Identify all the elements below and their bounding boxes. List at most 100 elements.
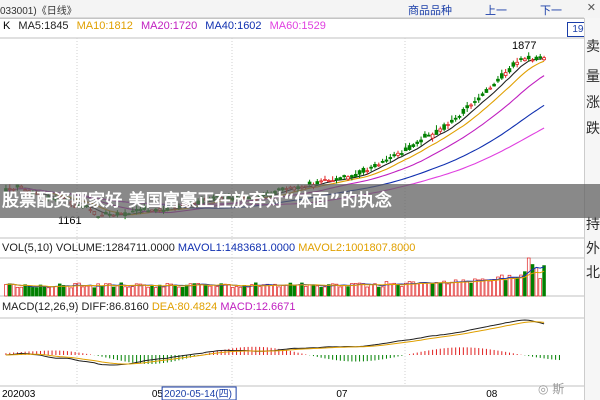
side-tab-north[interactable]: 北 bbox=[586, 265, 600, 281]
volume-bar bbox=[315, 285, 320, 297]
volume-bar bbox=[476, 279, 481, 297]
volume-bar bbox=[307, 284, 312, 297]
volume-bar bbox=[50, 286, 54, 297]
volume-bar bbox=[8, 283, 12, 297]
headline-banner[interactable]: 股票配资哪家好 美国富豪正在放弃对“体面”的执念 bbox=[0, 184, 600, 218]
side-tab-rise[interactable]: 涨 bbox=[586, 95, 600, 111]
candle-body bbox=[426, 134, 431, 137]
volume-bar bbox=[81, 286, 85, 297]
candle-body bbox=[507, 68, 512, 73]
candle-body bbox=[526, 55, 531, 60]
candle-body bbox=[369, 166, 373, 169]
volume-bar bbox=[377, 286, 381, 297]
candle-body bbox=[419, 139, 423, 143]
volume-bar bbox=[430, 283, 435, 297]
volume-value: VOLUME:1284711.0000 bbox=[55, 242, 175, 254]
side-tab-sell[interactable]: 卖 bbox=[586, 39, 600, 55]
x-tick-label: 07 bbox=[336, 389, 348, 400]
candle-body bbox=[434, 129, 439, 135]
volume-bar bbox=[123, 286, 127, 297]
volume-bar bbox=[396, 284, 400, 297]
volume-bar bbox=[184, 284, 189, 297]
macd-legend: MACD(12,26,9) DIFF:86.8160 DEA:80.4824 M… bbox=[2, 301, 296, 313]
nav-commodity-link[interactable]: 商品品种 bbox=[408, 5, 452, 17]
volume-bar bbox=[207, 285, 212, 297]
close-icon[interactable]: ✕ bbox=[586, 2, 596, 14]
side-tab-volume[interactable]: 量 bbox=[586, 69, 600, 85]
macd-title: MACD(12,26,9) bbox=[2, 301, 79, 313]
candle-body bbox=[403, 147, 408, 152]
candle-body bbox=[457, 115, 462, 118]
volume-bar bbox=[131, 286, 135, 297]
volume-bar bbox=[353, 283, 358, 297]
volume-bar bbox=[530, 264, 535, 297]
volume-bar bbox=[150, 285, 154, 297]
volume-bar bbox=[419, 282, 423, 297]
volume-bar bbox=[342, 285, 346, 297]
volume-bar bbox=[100, 286, 104, 297]
candle-body bbox=[415, 141, 420, 144]
vol-title: VOL(5,10) bbox=[2, 242, 53, 254]
candle-body bbox=[523, 58, 527, 62]
volume-bar bbox=[503, 280, 508, 297]
volume-bar bbox=[104, 283, 108, 297]
volume-bar bbox=[92, 287, 97, 297]
side-tab-fall[interactable]: 跌 bbox=[586, 121, 600, 137]
candle-body bbox=[488, 87, 493, 90]
candle-body bbox=[446, 124, 450, 126]
volume-bar bbox=[446, 283, 450, 297]
volume-bar bbox=[400, 286, 404, 297]
volume-bar bbox=[373, 283, 377, 297]
volume-bar bbox=[361, 283, 366, 297]
volume-bar bbox=[334, 283, 339, 297]
volume-bar bbox=[134, 283, 139, 297]
volume-bar bbox=[73, 283, 77, 297]
volume-bar bbox=[338, 286, 343, 297]
volume-bar bbox=[311, 284, 316, 297]
side-tab-hold[interactable]: 持 bbox=[586, 217, 600, 233]
volume-bar bbox=[526, 257, 531, 297]
side-tab-outer[interactable]: 外 bbox=[586, 241, 600, 257]
volume-bar bbox=[392, 282, 396, 297]
candle-body bbox=[346, 176, 350, 180]
volume-bar bbox=[415, 283, 419, 297]
volume-bar bbox=[165, 283, 170, 297]
volume-bar bbox=[388, 283, 393, 297]
candle-body bbox=[350, 175, 354, 178]
price-high-label: 1877 bbox=[512, 40, 536, 52]
volume-bar bbox=[300, 282, 304, 297]
volume-bar bbox=[453, 279, 458, 297]
candle-body bbox=[530, 59, 535, 62]
candle-body bbox=[492, 83, 496, 87]
volume-bar bbox=[461, 279, 466, 297]
volume-bar bbox=[34, 287, 39, 297]
ma60-label: MA60:1529 bbox=[269, 20, 326, 32]
volume-bar bbox=[42, 285, 47, 297]
x-tick-label: 05 bbox=[152, 389, 164, 400]
volume-bar bbox=[365, 286, 370, 297]
candle-body bbox=[407, 145, 412, 150]
volume-bar bbox=[146, 286, 150, 297]
volume-bar bbox=[492, 279, 496, 297]
dea-line bbox=[5, 321, 545, 365]
nav-prev-link[interactable]: 上一 bbox=[485, 5, 507, 17]
volume-bar bbox=[280, 285, 285, 297]
volume-bar bbox=[4, 284, 8, 297]
volume-bar bbox=[234, 286, 239, 297]
volume-bar bbox=[350, 283, 354, 297]
nav-next-link[interactable]: 下一 bbox=[540, 5, 562, 17]
ma5-label: MA5:1845 bbox=[18, 20, 69, 32]
volume-bar bbox=[465, 280, 469, 297]
volume-bar bbox=[215, 286, 220, 297]
candle-body bbox=[496, 78, 500, 82]
candle-body bbox=[515, 61, 519, 65]
k-label: K bbox=[3, 20, 11, 32]
candle-body bbox=[334, 178, 339, 181]
volume-bar bbox=[54, 286, 58, 297]
watermark: ◎ 斯 bbox=[538, 382, 565, 396]
volume-bar bbox=[200, 284, 204, 297]
volume-bar bbox=[442, 280, 446, 297]
candle-body bbox=[542, 57, 546, 61]
volume-bar bbox=[284, 284, 289, 297]
volume-bar bbox=[31, 287, 35, 297]
